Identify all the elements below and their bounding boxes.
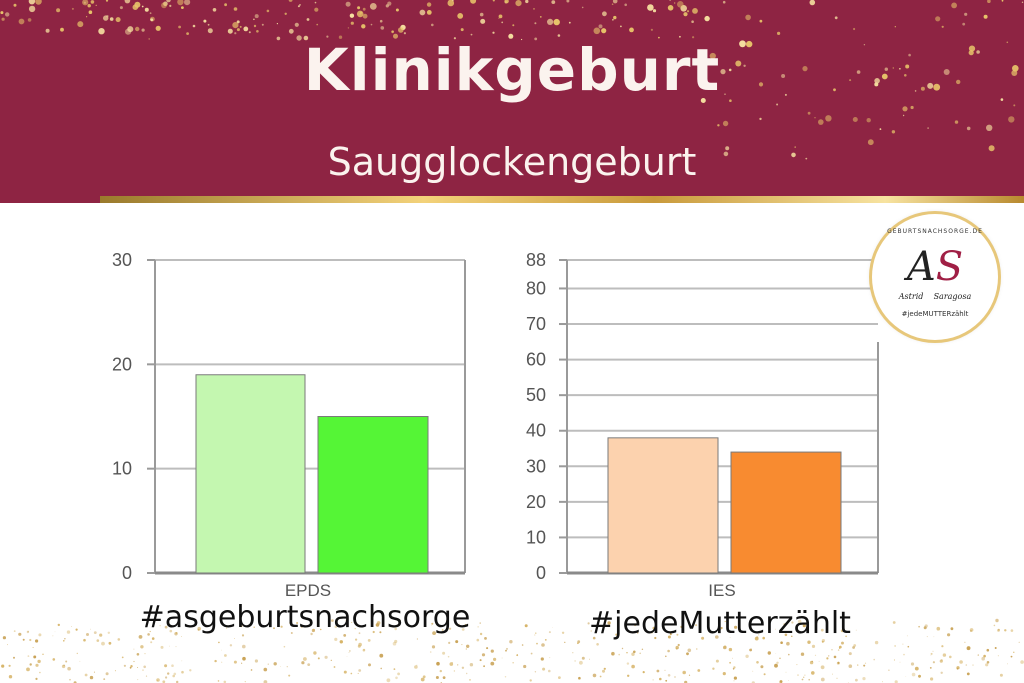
header-banner bbox=[0, 0, 1024, 203]
y-tick-label: 0 bbox=[536, 563, 546, 583]
y-tick-label: 20 bbox=[526, 492, 546, 512]
y-tick-label: 80 bbox=[526, 278, 546, 298]
x-category-label: IES bbox=[708, 581, 735, 600]
y-tick-label: 60 bbox=[526, 350, 546, 370]
logo-monogram: AS bbox=[872, 244, 998, 290]
bar-epds-2 bbox=[317, 416, 429, 574]
hashtag-right: #jedeMutterzählt bbox=[589, 606, 851, 641]
gold-divider-line bbox=[100, 196, 1024, 203]
page-subtitle: Saugglockengeburt bbox=[327, 140, 697, 184]
logo-name: Astrid Saragosa bbox=[872, 292, 998, 301]
y-tick-label: 10 bbox=[526, 527, 546, 547]
logo-hashtag: #jedeMUTTERzählt bbox=[901, 310, 969, 318]
bar-ies-1 bbox=[607, 437, 719, 574]
bar-epds-1 bbox=[195, 374, 306, 574]
y-tick-label: 50 bbox=[526, 385, 546, 405]
y-tick-label: 10 bbox=[112, 459, 132, 479]
logo-monogram-a: A bbox=[906, 244, 936, 290]
logo-name-left: Astrid bbox=[898, 292, 924, 301]
y-tick-label: 30 bbox=[526, 456, 546, 476]
page-title: Klinikgeburt bbox=[303, 36, 721, 104]
logo-icon: GEBURTSNACHSORGE.DE AS Astrid Saragosa #… bbox=[872, 214, 998, 340]
gold-glitter-bottom-decoration bbox=[1, 618, 1024, 683]
bar-ies-2 bbox=[730, 451, 842, 574]
gold-glitter-decoration bbox=[0, 0, 1024, 160]
y-tick-label: 70 bbox=[526, 314, 546, 334]
logo-name-right: Saragosa bbox=[933, 292, 972, 301]
y-tick-label: 30 bbox=[112, 250, 132, 270]
y-tick-label: 0 bbox=[122, 563, 132, 583]
x-category-label: EPDS bbox=[285, 581, 331, 600]
logo-top-text: GEBURTSNACHSORGE.DE bbox=[887, 228, 983, 235]
y-tick-label: 88 bbox=[526, 250, 546, 270]
y-tick-label: 40 bbox=[526, 421, 546, 441]
logo-monogram-s: S bbox=[935, 244, 964, 290]
chart-2: 0 10 20 30 40 50 60 70 80 88 IES bbox=[526, 250, 879, 600]
chart-1: 0 10 20 30 EPDS bbox=[112, 250, 466, 600]
hashtag-left: #asgeburtsnachsorge bbox=[139, 600, 471, 635]
y-tick-label: 20 bbox=[112, 354, 132, 374]
